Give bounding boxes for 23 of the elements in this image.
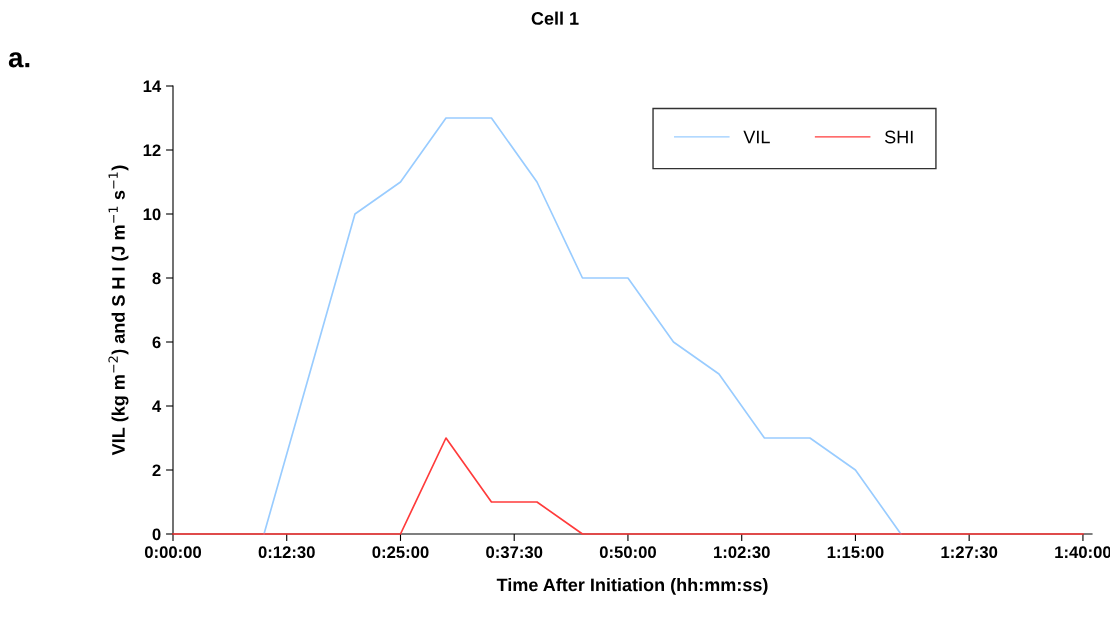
x-tick-label: 0:50:00 <box>599 546 656 559</box>
x-tick-label: 1:40:00 <box>1055 546 1110 559</box>
y-axis-title: VIL (kg m$^{−2}$) and S H I (J m$^{−1}$ s$^{−1}$) <box>108 165 129 456</box>
y-tick-label: 8 <box>152 272 161 285</box>
legend-label: SHI <box>884 130 913 144</box>
x-tick-label: 0:37:30 <box>486 546 543 559</box>
y-tick-label: 14 <box>143 80 162 93</box>
x-tick-label: 0:00:00 <box>144 546 202 559</box>
y-tick-label: 4 <box>152 400 162 413</box>
y-tick-label: 12 <box>143 144 161 157</box>
x-tick-label: 0:12:30 <box>258 546 315 559</box>
y-tick-label: 10 <box>143 208 161 221</box>
y-tick-label: 6 <box>152 336 161 349</box>
legend-label: VIL <box>743 130 770 144</box>
y-tick-label: 2 <box>152 464 161 477</box>
text: a. <box>8 52 30 68</box>
chart-title: Cell 1 <box>531 11 579 25</box>
x-tick-label: 1:27:30 <box>941 546 998 559</box>
x-tick-label: 1:15:00 <box>827 546 884 559</box>
x-axis-title: Time After Initiation (hh:mm:ss) <box>496 578 768 595</box>
x-tick-label: 0:25:00 <box>372 546 429 559</box>
y-tick-label: 0 <box>152 528 161 541</box>
x-tick-label: 1:02:30 <box>714 546 770 559</box>
